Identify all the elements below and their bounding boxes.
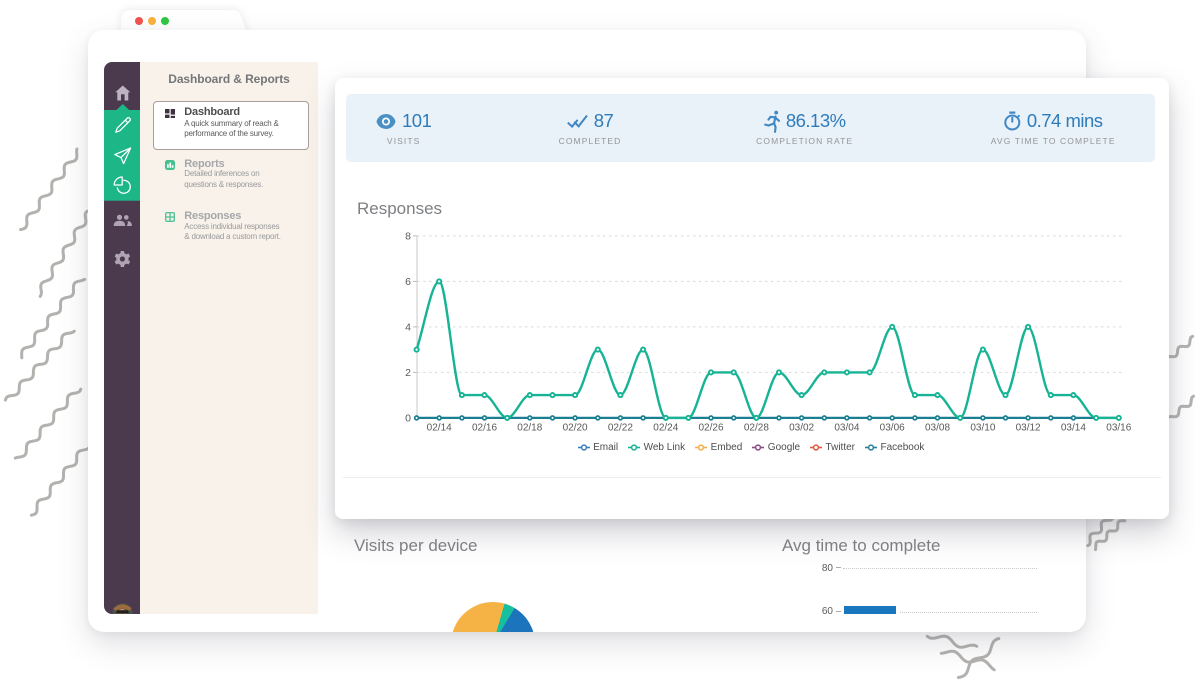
svg-text:03/14: 03/14 bbox=[1061, 423, 1086, 434]
svg-text:03/04: 03/04 bbox=[834, 423, 859, 434]
svg-text:03/16: 03/16 bbox=[1106, 423, 1131, 434]
svg-text:2: 2 bbox=[405, 367, 411, 379]
svg-text:6: 6 bbox=[405, 276, 411, 288]
svg-text:03/08: 03/08 bbox=[925, 423, 950, 434]
svg-text:8: 8 bbox=[405, 231, 411, 243]
svg-text:02/24: 02/24 bbox=[653, 423, 678, 434]
svg-text:03/12: 03/12 bbox=[1016, 423, 1041, 434]
svg-text:02/22: 02/22 bbox=[608, 423, 633, 434]
svg-text:03/10: 03/10 bbox=[970, 423, 995, 434]
svg-text:03/06: 03/06 bbox=[880, 423, 905, 434]
svg-text:02/18: 02/18 bbox=[517, 423, 542, 434]
svg-text:03/02: 03/02 bbox=[789, 423, 814, 434]
svg-text:4: 4 bbox=[405, 322, 411, 334]
svg-text:02/16: 02/16 bbox=[472, 423, 497, 434]
svg-text:02/20: 02/20 bbox=[563, 423, 588, 434]
svg-text:0: 0 bbox=[405, 413, 411, 425]
svg-text:02/26: 02/26 bbox=[698, 423, 723, 434]
svg-text:02/14: 02/14 bbox=[427, 423, 452, 434]
svg-text:02/28: 02/28 bbox=[744, 423, 769, 434]
